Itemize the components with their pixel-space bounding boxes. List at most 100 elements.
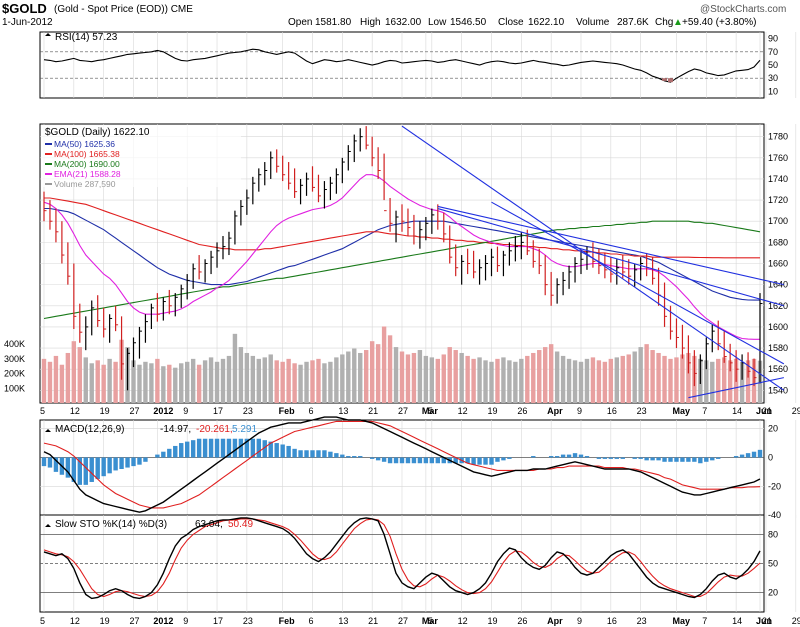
macd-histogram-bar: [358, 456, 363, 458]
sto-xaxis-label: 16: [607, 616, 617, 626]
volume-bar: [208, 357, 214, 403]
volume-bar: [190, 358, 196, 403]
macd-histogram-bar: [173, 445, 178, 458]
macd-histogram-bar: [53, 457, 59, 472]
price-axis-tick: 1760: [768, 153, 788, 163]
volume-bar: [531, 352, 536, 403]
volume-bar: [226, 355, 232, 403]
volume-bar: [244, 352, 250, 403]
macd-axis-tick: -40: [768, 510, 781, 520]
volume-bar: [447, 347, 452, 403]
price-axis-tick: 1680: [768, 237, 788, 247]
macd-histogram-bar: [405, 457, 411, 464]
price-xaxis-label: 5: [428, 406, 433, 416]
volume-bar: [364, 350, 369, 403]
volume-bar: [268, 354, 273, 403]
price-xaxis-label: 26: [517, 406, 527, 416]
watermark: @StockCharts.com: [700, 4, 786, 15]
price-xaxis-label: 27: [398, 406, 408, 416]
volume-bar: [483, 360, 488, 403]
volume-bar: [620, 355, 625, 403]
macd-histogram-bar: [179, 443, 184, 458]
macd-histogram-bar: [399, 457, 405, 464]
chg-arrow: ▲: [673, 17, 683, 28]
macd-histogram-bar: [322, 450, 327, 458]
macd-histogram-bar: [89, 457, 94, 482]
macd-histogram-bar: [83, 457, 88, 485]
price-legend-entry: MA(200) 1690.00: [54, 159, 120, 169]
macd-histogram-bar: [167, 448, 172, 458]
sto-k-line: [43, 517, 761, 600]
sto-xaxis-label: May: [672, 616, 690, 626]
macd-line: [43, 416, 761, 513]
macd-histogram-bar: [280, 444, 285, 458]
volume-bar: [77, 347, 82, 403]
low-value: 1546.50: [450, 17, 487, 28]
macd-histogram-bar: [686, 457, 691, 462]
volume-bar: [716, 358, 721, 403]
volume-bar: [328, 361, 333, 403]
volume-bar: [507, 360, 512, 403]
volume-bar: [745, 360, 751, 403]
macd-histogram-bar: [119, 457, 124, 469]
price-axis-tick: 1580: [768, 343, 788, 353]
sto-xaxis-label: 23: [637, 616, 647, 626]
volume-bar: [369, 341, 375, 403]
macd-histogram-bar: [614, 457, 619, 459]
volume-bar: [435, 358, 440, 403]
macd-histogram-bar: [185, 441, 190, 458]
macd-histogram-bar: [196, 438, 202, 458]
volume-bar: [83, 357, 88, 403]
volume-bar: [727, 360, 733, 403]
volume-bar: [632, 351, 637, 403]
macd-histogram-bar: [471, 457, 476, 465]
price-xaxis-label: 7: [702, 406, 707, 416]
sto-xaxis-label: 12: [458, 616, 468, 626]
macd-histogram-bar: [668, 457, 673, 462]
volume-bar: [131, 360, 136, 403]
macd-histogram-bar: [77, 457, 82, 485]
macd-histogram-bar: [733, 456, 739, 458]
macd-histogram-bar: [751, 451, 757, 458]
price-xaxis-label: 12: [458, 406, 468, 416]
close-label: Close: [498, 17, 524, 28]
volume-bar: [101, 364, 106, 403]
macd-histogram-bar: [578, 454, 584, 458]
macd-histogram-bar: [256, 438, 261, 458]
rsi-axis-tick: 90: [768, 34, 778, 44]
volume-bar: [393, 347, 399, 403]
macd-histogram-bar: [560, 454, 566, 458]
macd-histogram-bar: [429, 457, 435, 464]
macd-histogram-bar: [155, 454, 160, 458]
volume-bar: [53, 355, 59, 403]
price-xaxis-label: 9: [183, 406, 188, 416]
sto-xaxis-label: 5: [40, 616, 45, 626]
volume-bar: [346, 351, 351, 403]
macd-histogram-bar: [208, 438, 214, 458]
macd-histogram-bar: [202, 438, 208, 458]
price-axis-tick: 1560: [768, 364, 788, 374]
volume-bar: [608, 358, 614, 403]
macd-histogram-bar: [232, 438, 238, 458]
volume-bar: [680, 354, 685, 403]
volume-bar: [107, 358, 112, 403]
rsi-line: [43, 48, 761, 83]
volume-bar: [250, 355, 256, 403]
volume-bar: [686, 352, 691, 403]
price-xaxis-label: Apr: [547, 406, 563, 416]
macd-chart-icon: [45, 429, 51, 432]
volume-bar: [596, 360, 602, 403]
price-legend-entry: EMA(21) 1588.28: [54, 169, 121, 179]
volume-bar: [375, 344, 381, 403]
macd-histogram-bar: [739, 454, 745, 458]
sto-xaxis-label: Feb: [279, 616, 296, 626]
price-xaxis-label: 14: [732, 406, 742, 416]
price-xaxis-label: 16: [607, 406, 617, 416]
low-label: Low: [428, 17, 447, 28]
symbol-description: (Gold - Spot Price (EOD)) CME: [54, 4, 193, 15]
price-axis-tick: 1600: [768, 322, 788, 332]
chg-label: Chg: [655, 17, 673, 28]
volume-bar: [465, 355, 470, 403]
price-axis-tick: 1540: [768, 385, 788, 395]
price-xaxis-label: 9: [577, 406, 582, 416]
